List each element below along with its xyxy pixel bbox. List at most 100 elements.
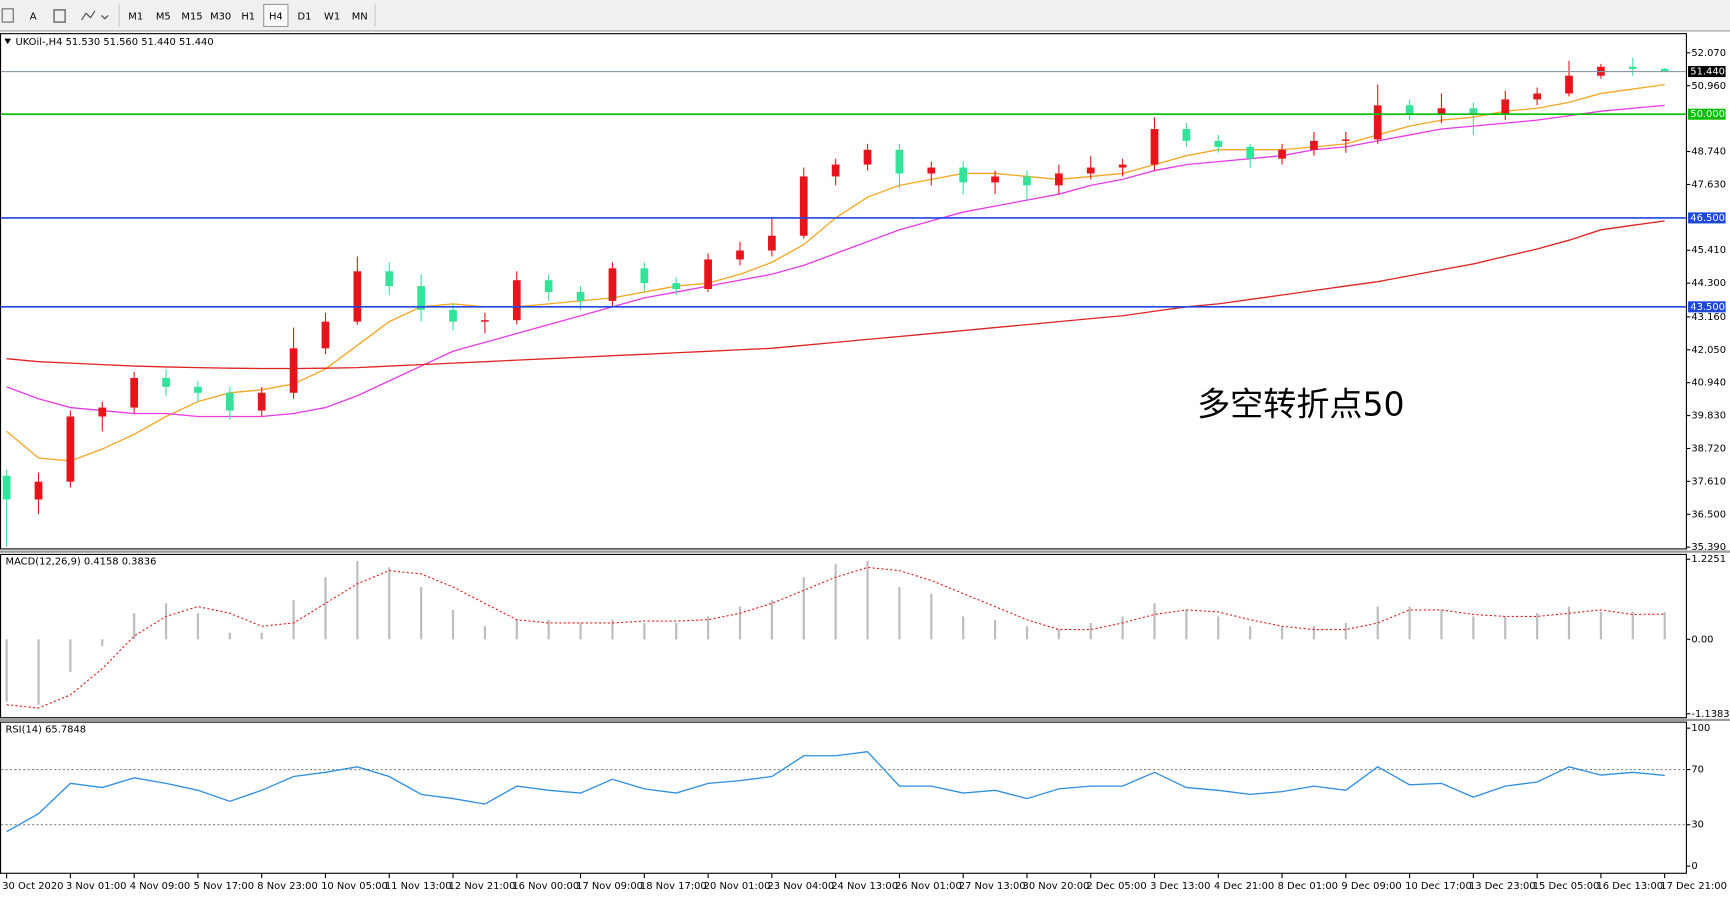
macd-bar (1249, 626, 1252, 640)
x-tick-label: 17 Nov 09:00 (576, 881, 643, 892)
candle-body (1182, 129, 1191, 141)
x-tick-label: 18 Nov 17:00 (640, 881, 707, 892)
candle-body (959, 167, 968, 183)
macd-bar (483, 626, 487, 640)
candle-body (640, 268, 649, 284)
macd-bar (1376, 606, 1379, 640)
candle-body (1246, 146, 1255, 159)
candle-body (194, 386, 202, 393)
y-tick-label: 48.740 (1691, 147, 1726, 158)
timeframe-button[interactable]: H4 (269, 12, 283, 23)
candle-body (895, 149, 904, 174)
macd-bar (420, 587, 423, 640)
x-tick-label: 3 Dec 13:00 (1150, 881, 1210, 892)
timeframe-button[interactable]: M1 (128, 12, 143, 23)
price-tag (1688, 212, 1726, 224)
x-tick-label: 3 Nov 01:00 (66, 881, 126, 892)
timeframe-button[interactable]: H1 (241, 12, 255, 23)
x-tick-label: 30 Nov 20:00 (1023, 881, 1090, 892)
timeframe-button[interactable]: M30 (210, 12, 231, 23)
candle-body (512, 280, 521, 321)
macd-bar (1121, 616, 1124, 640)
candle-body (130, 377, 139, 408)
candle-body (1628, 66, 1637, 69)
candle-body (608, 268, 617, 301)
macd-bar (260, 632, 263, 640)
candle-body (34, 481, 43, 500)
candle-body (481, 320, 489, 322)
y-tick-label: 43.160 (1691, 312, 1726, 323)
macd-bar (579, 622, 582, 640)
candle-body (225, 392, 234, 411)
candle-body (1118, 164, 1127, 168)
toolbar-bg (0, 0, 1730, 31)
price-tag-label: 46.500 (1690, 213, 1725, 224)
macd-bar (1217, 616, 1220, 640)
candle-body (1437, 108, 1446, 115)
timeframe-button[interactable]: MN (352, 12, 368, 23)
y-tick-label: 44.300 (1691, 278, 1726, 289)
macd-bar (1408, 606, 1411, 640)
x-tick-label: 4 Dec 21:00 (1214, 881, 1274, 892)
candle-body (321, 321, 330, 349)
macd-bar (707, 616, 710, 640)
macd-bar (1057, 629, 1060, 640)
y-tick-label: 30 (1691, 820, 1704, 831)
icon-grid[interactable] (1, 8, 14, 23)
candle-body (98, 407, 107, 417)
candle-body (704, 259, 712, 290)
timeframe-button[interactable]: D1 (298, 12, 312, 23)
icon-shapes[interactable] (81, 10, 109, 21)
candle-body (1501, 99, 1510, 115)
y-tick-label: 45.410 (1691, 245, 1726, 256)
macd-bar (1089, 622, 1092, 640)
macd-title: MACD(12,26,9) 0.4158 0.3836 (6, 557, 157, 568)
macd-bar (866, 560, 869, 640)
icon-label[interactable] (53, 9, 66, 23)
y-tick-label: 1.2251 (1691, 554, 1726, 565)
macd-bar (993, 619, 997, 640)
text-tool[interactable]: A (30, 12, 37, 23)
y-tick-label: 70 (1691, 765, 1704, 776)
candle-body (831, 164, 840, 177)
macd-bar (1440, 609, 1443, 640)
macd-bar (1536, 613, 1539, 640)
candle-body (1341, 139, 1350, 141)
candle-body (2, 475, 11, 500)
y-tick-label: 39.830 (1691, 411, 1726, 422)
timeframe-button[interactable]: M15 (181, 12, 202, 23)
collapse-arrow[interactable] (4, 38, 12, 45)
candle-body (449, 309, 457, 322)
macd-bar (388, 567, 391, 640)
x-tick-label: 17 Dec 21:00 (1660, 881, 1727, 892)
candle-body (66, 416, 75, 482)
moving-average (6, 104, 1665, 418)
y-tick-label: 47.630 (1691, 179, 1726, 190)
candle-body (1533, 93, 1542, 100)
macd-bar (675, 622, 678, 640)
macd-bar (164, 603, 168, 640)
x-tick-label: 11 Nov 13:00 (385, 881, 452, 892)
y-tick-label: 52.070 (1691, 48, 1726, 59)
rsi-line (6, 750, 1665, 833)
macd-bar (802, 577, 805, 640)
x-tick-label: 8 Dec 01:00 (1278, 881, 1338, 892)
macd-bar (611, 619, 614, 640)
y-tick-label: 50.960 (1691, 81, 1726, 92)
timeframe-button[interactable]: M5 (156, 12, 171, 23)
candle-body (1086, 167, 1095, 174)
macd-bar (1599, 611, 1603, 640)
y-tick-label: 36.500 (1691, 509, 1726, 520)
rsi-title: RSI(14) 65.7848 (6, 724, 87, 735)
price-tag-label: 43.500 (1690, 302, 1725, 313)
candle-body (1278, 149, 1286, 159)
timeframe-button[interactable]: W1 (324, 12, 340, 23)
candle-body (1660, 68, 1669, 72)
candle-body (385, 271, 394, 287)
y-tick-label: 100 (1691, 723, 1710, 734)
macd-bar (101, 639, 104, 646)
macd-bar (451, 609, 455, 640)
y-tick-label: 0.00 (1691, 634, 1713, 645)
x-tick-label: 10 Nov 05:00 (321, 881, 388, 892)
macd-bar (5, 639, 8, 702)
